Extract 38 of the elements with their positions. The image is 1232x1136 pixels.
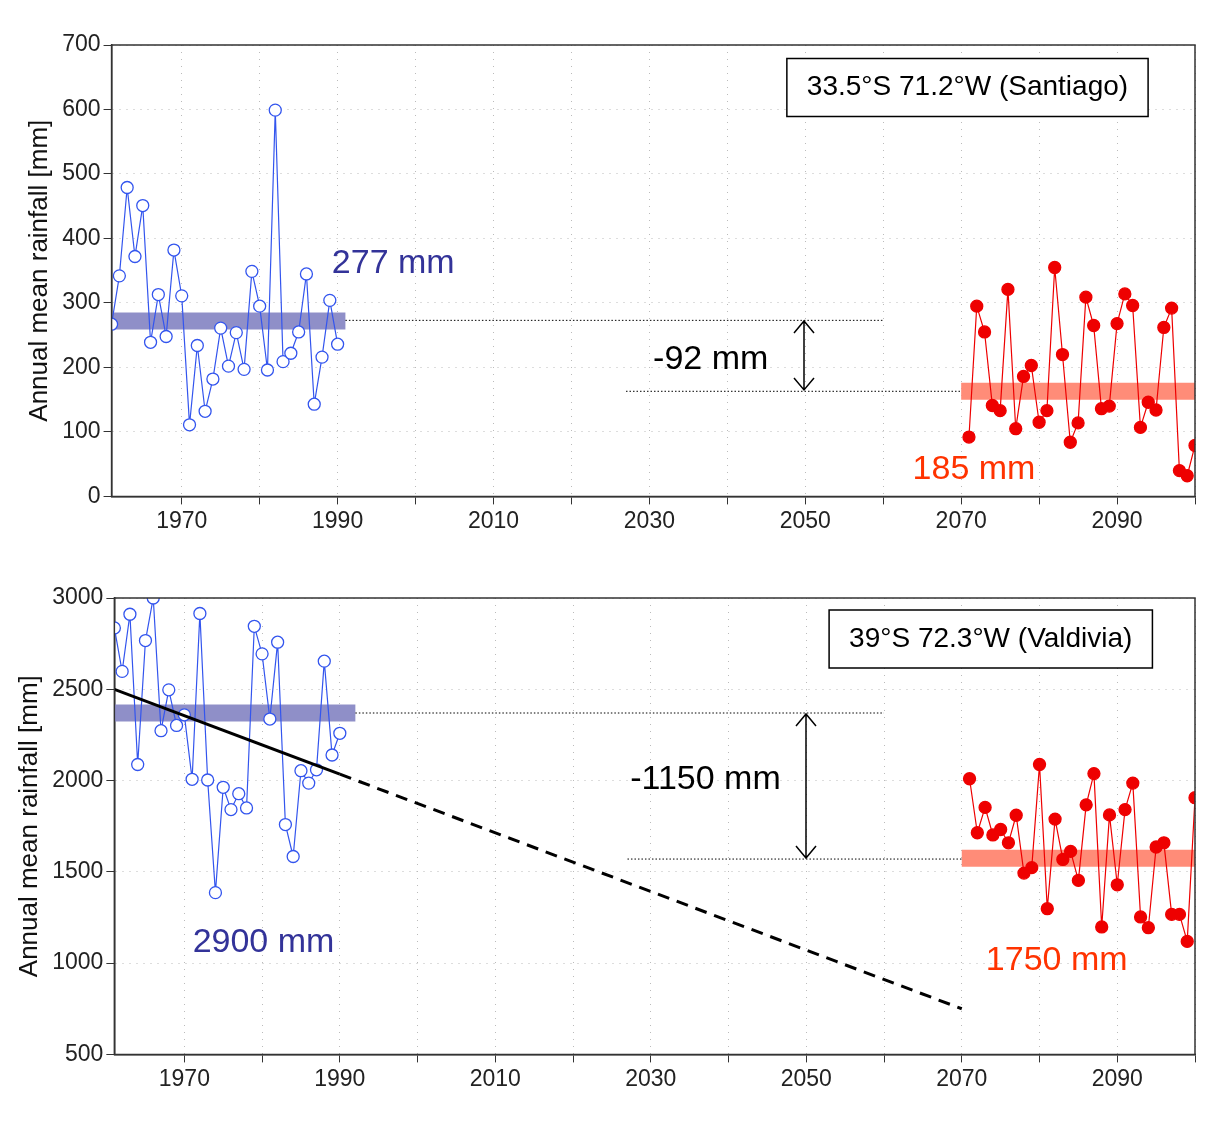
x-tick-label: 2090 (1091, 1064, 1143, 1091)
x-tick-label: 1990 (312, 506, 364, 533)
x-tick-label: 2050 (779, 506, 831, 533)
x-tick-label: 2030 (625, 1064, 677, 1091)
y-tick-label: 2000 (52, 765, 104, 792)
annotation: -1150 mm (630, 758, 781, 797)
annotation: 185 mm (912, 447, 1036, 486)
x-tick-label: 1970 (158, 1064, 210, 1091)
annotation: 1750 mm (985, 939, 1128, 978)
x-tick-label: 2070 (935, 506, 987, 533)
y-tick-label: 1500 (52, 857, 104, 884)
x-tick-label: 1970 (156, 506, 208, 533)
y-tick-label: 700 (62, 30, 101, 57)
y-tick-label: 0 (87, 481, 101, 508)
y-axis-title: Annual mean rainfall [mm] (22, 119, 53, 422)
x-tick-label: 2010 (469, 1064, 521, 1091)
y-tick-label: 200 (62, 352, 101, 379)
annotation: -92 mm (653, 338, 769, 377)
y-tick-label: 2500 (52, 674, 104, 701)
x-tick-label: 2090 (1091, 506, 1143, 533)
y-tick-label: 3000 (52, 583, 104, 610)
annotation: 2900 mm (192, 921, 335, 960)
y-tick-label: 500 (64, 1039, 104, 1066)
annotation: 277 mm (331, 241, 455, 280)
y-tick-label: 1000 (52, 948, 104, 975)
y-tick-label: 300 (62, 288, 101, 315)
x-tick-label: 2050 (780, 1064, 832, 1091)
y-tick-label: 600 (62, 94, 101, 121)
annotation: 39°S 72.3°W (Valdivia) (849, 621, 1133, 653)
y-tick-label: 100 (62, 417, 101, 444)
y-axis-title: Annual mean rainfall [mm] (12, 675, 43, 978)
annotation: 33.5°S 71.2°W (Santiago) (806, 70, 1129, 102)
x-tick-label: 2070 (936, 1064, 988, 1091)
y-tick-label: 400 (62, 223, 101, 250)
x-tick-label: 1990 (314, 1064, 366, 1091)
x-tick-label: 2030 (623, 506, 675, 533)
y-tick-label: 500 (62, 159, 101, 186)
x-tick-label: 2010 (467, 506, 520, 533)
